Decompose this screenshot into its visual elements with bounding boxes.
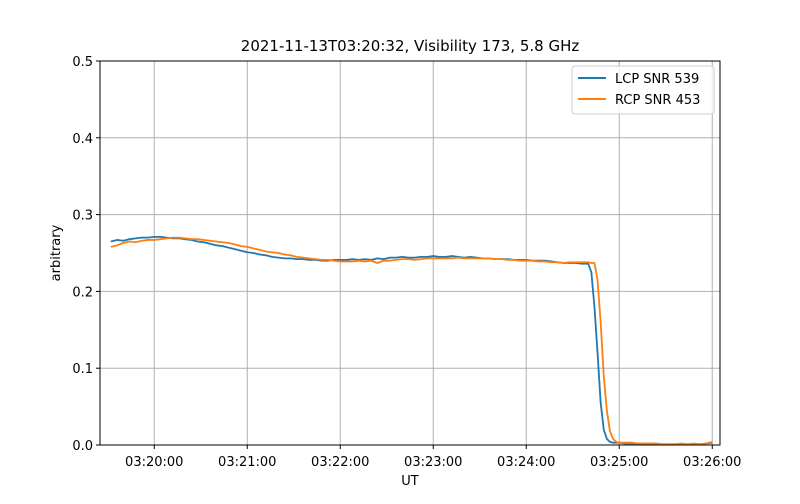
y-tick-label: 0.1 xyxy=(72,362,93,377)
x-tick-label: 03:22:00 xyxy=(311,455,369,470)
x-tick-label: 03:25:00 xyxy=(590,455,648,470)
legend: LCP SNR 539 RCP SNR 453 xyxy=(571,65,715,115)
series-line-lcp xyxy=(110,235,713,446)
grid xyxy=(100,60,720,446)
y-tick-label: 0.5 xyxy=(72,55,93,70)
legend-box xyxy=(571,65,715,115)
y-axis-label: arbitrary xyxy=(49,224,64,281)
y-tick-label: 0.0 xyxy=(72,439,93,454)
x-axis: 03:20:00 03:21:00 03:22:00 03:23:00 03:24:00… xyxy=(125,445,741,470)
x-tick-label: 03:23:00 xyxy=(404,455,462,470)
y-tick-label: 0.4 xyxy=(72,132,93,147)
y-tick-label: 0.2 xyxy=(72,285,93,300)
x-axis-label: UT xyxy=(401,474,419,489)
y-axis: 0.0 0.1 0.2 0.3 0.4 0.5 xyxy=(72,55,100,454)
chart-title: 2021-11-13T03:20:32, Visibility 173, 5.8… xyxy=(241,37,580,55)
x-tick-label: 03:24:00 xyxy=(497,455,555,470)
x-tick-label: 03:21:00 xyxy=(218,455,276,470)
series-layer xyxy=(110,235,713,446)
y-tick-label: 0.3 xyxy=(72,209,93,224)
legend-label-rcp: RCP SNR 453 xyxy=(615,93,700,108)
series-line-rcp xyxy=(110,236,713,446)
x-tick-label: 03:26:00 xyxy=(683,455,741,470)
legend-label-lcp: LCP SNR 539 xyxy=(615,72,699,87)
plot-frame xyxy=(99,60,721,446)
x-tick-label: 03:20:00 xyxy=(125,455,183,470)
